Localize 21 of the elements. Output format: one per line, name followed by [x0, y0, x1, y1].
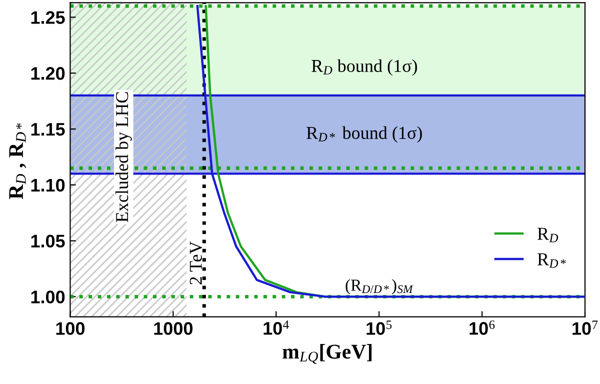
band-label: R$_{D}$ bound (1σ) — [312, 59, 417, 76]
x-tick-label: 10$^{5}$ — [366, 320, 392, 335]
band-label: Excluded by LHC — [115, 92, 132, 222]
x-tick-label: 100 — [56, 322, 85, 335]
x-axis-title: m$_{LQ}$[GeV] — [282, 344, 372, 364]
y-tick-label: 1.25 — [31, 11, 65, 24]
band-label: R$_{D*}$ bound (1σ) — [306, 126, 422, 143]
y-tick-label: 1.05 — [31, 234, 65, 248]
y-axis-title: R$_{D}$ , R$_{D*}$ — [9, 123, 26, 200]
ref-line-label: 2 TeV — [190, 241, 202, 284]
y-tick-label: 1.20 — [31, 67, 65, 80]
x-tick-label: 10$^{7}$ — [572, 320, 598, 335]
x-tick-label: 10$^{6}$ — [470, 320, 495, 335]
x-tick-label: 10$^{4}$ — [264, 320, 289, 335]
y-tick-label: 1.15 — [31, 123, 65, 136]
x-tick-label: 1000 — [154, 322, 193, 335]
y-tick-label: 1.10 — [31, 178, 65, 192]
annotation: (R$_{D/D*}$)$_{SM}$ — [346, 279, 414, 294]
legend-label: R$_{D}$ — [537, 228, 558, 242]
y-tick-label: 1.00 — [31, 290, 65, 304]
legend-label: R$_{D*}$ — [537, 253, 566, 268]
